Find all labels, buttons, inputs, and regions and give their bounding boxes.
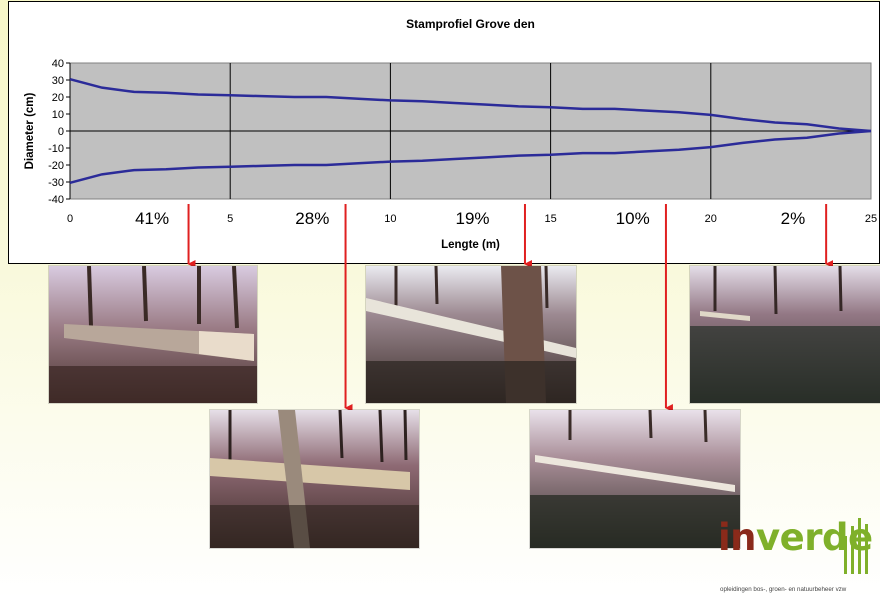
inverde-logo: inverde opleidingen bos-, groen- en natu… [718, 516, 878, 596]
photo-log-section-1 [49, 266, 257, 403]
photo-log-section-5 [690, 266, 880, 403]
photo-log-section-3 [366, 266, 576, 403]
logo-text-in: in [718, 516, 757, 559]
logo-bars-icon [844, 518, 868, 574]
logo-tagline: opleidingen bos-, groen- en natuurbeheer… [720, 586, 847, 593]
photo-log-section-2 [210, 410, 419, 548]
chart-frame [8, 1, 880, 264]
photo-log-section-4 [530, 410, 740, 548]
